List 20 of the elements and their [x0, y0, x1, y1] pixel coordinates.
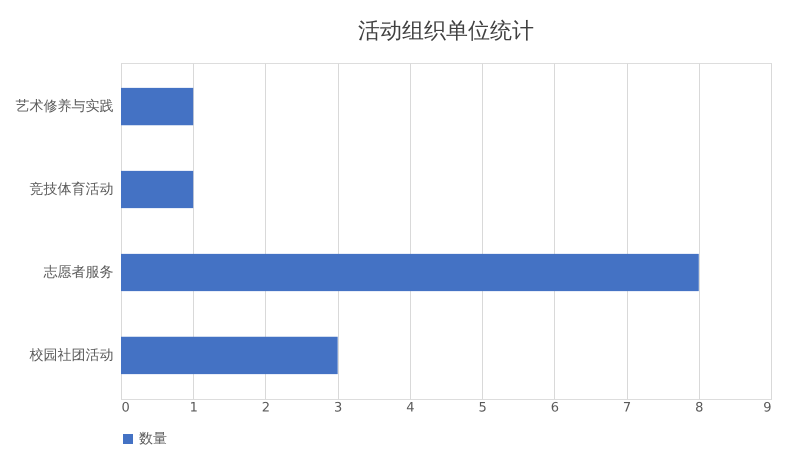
bar	[121, 254, 699, 292]
x-tick-label: 3	[334, 400, 342, 416]
x-tick-label: 4	[406, 400, 415, 416]
chart-title: 活动组织单位统计	[358, 19, 534, 44]
y-tick-label: 竞技体育活动	[30, 180, 114, 198]
x-tick-label: 0	[122, 400, 130, 416]
x-tick-label: 5	[478, 400, 487, 416]
x-tick-label: 2	[262, 400, 270, 416]
legend-label: 数量	[139, 431, 167, 447]
x-tick-label: 1	[190, 400, 198, 416]
y-tick-label: 艺术修养与实践	[16, 98, 114, 115]
bar	[121, 170, 194, 208]
y-tick-label: 校园社团活动	[28, 347, 114, 364]
x-tick-label: 9	[763, 400, 772, 416]
bar	[121, 336, 338, 374]
x-tick-label: 7	[622, 400, 632, 416]
x-tick-label: 6	[550, 400, 559, 416]
x-tick-label: 8	[695, 400, 704, 416]
y-tick-label: 志愿者服务	[44, 264, 114, 280]
bar	[121, 88, 194, 126]
